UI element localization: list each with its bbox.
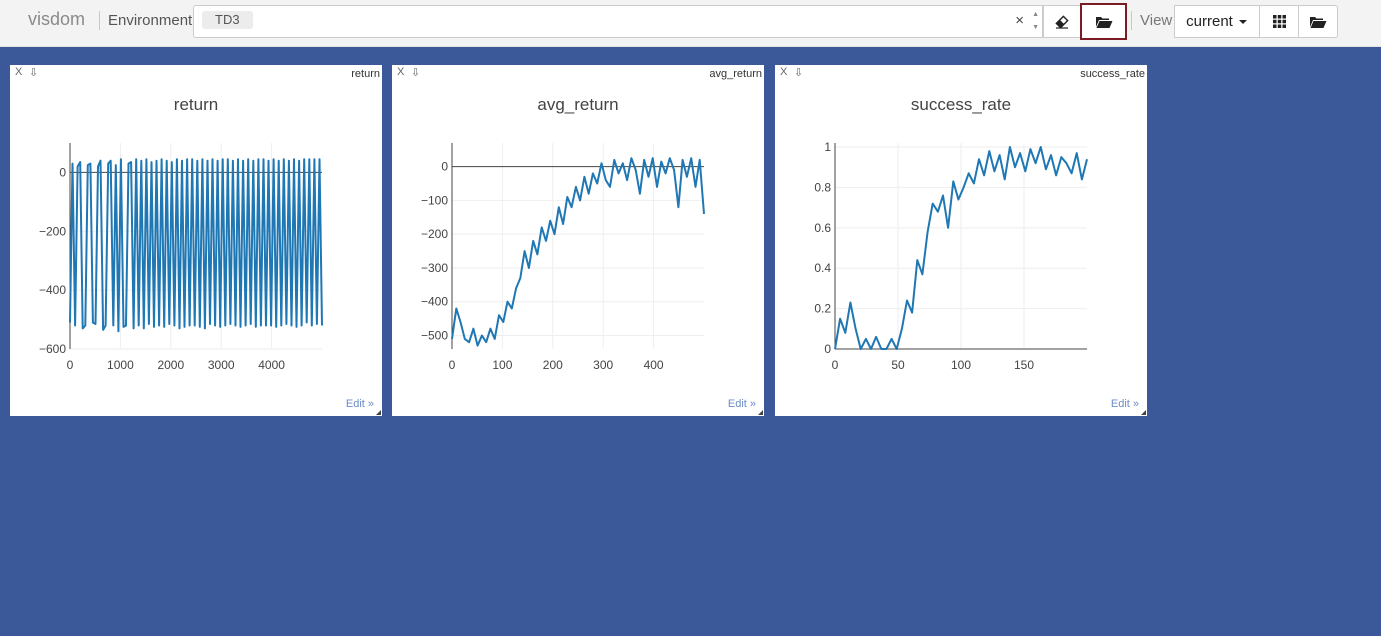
line-chart[interactable]: success_rate 0 50 100 150 0 0.2 0.4 0.6 0.8 1 (775, 65, 1147, 416)
folder-open-icon (1310, 16, 1327, 28)
environment-tag[interactable]: TD3 (202, 11, 253, 29)
x-tick-label: 200 (543, 358, 563, 372)
line-chart[interactable]: avg_return 0 100 200 300 400 0 −100 −200 −300 −40… (392, 65, 764, 416)
y-tick-label: 0 (441, 160, 448, 174)
plot-pane[interactable]: X ⇩ success_rate success_rate 0 50 100 150 0… (775, 65, 1147, 416)
window-name: return (351, 68, 380, 80)
close-icon[interactable]: X (780, 66, 788, 78)
y-tick-label: −200 (39, 224, 66, 238)
resize-handle[interactable] (758, 410, 763, 415)
x-tick-label: 3000 (208, 358, 235, 372)
close-icon[interactable]: X (15, 66, 23, 78)
x-tick-label: 0 (449, 358, 456, 372)
download-icon[interactable]: ⇩ (29, 67, 39, 79)
repack-layout-button[interactable] (1259, 5, 1299, 38)
x-tick-label: 0 (67, 358, 74, 372)
view-select-button[interactable]: current (1174, 5, 1260, 38)
y-tick-label: 0.8 (814, 180, 831, 194)
resize-handle[interactable] (1141, 410, 1146, 415)
environment-select[interactable]: TD3 × ▲ ▼ (193, 5, 1043, 38)
manage-views-button[interactable] (1298, 5, 1338, 38)
chart-title: return (174, 95, 218, 114)
y-tick-label: −400 (39, 283, 66, 297)
series-line (69, 158, 323, 333)
view-selected-label: current (1186, 13, 1233, 30)
edit-link[interactable]: Edit » (345, 398, 374, 410)
y-tick-label: 1 (824, 140, 831, 154)
y-tick-label: −100 (421, 193, 448, 207)
y-tick-label: −600 (39, 342, 66, 356)
clear-environment-button[interactable] (1043, 5, 1081, 38)
download-icon[interactable]: ⇩ (411, 67, 421, 79)
x-tick-label: 50 (891, 358, 905, 372)
close-icon[interactable]: X (397, 66, 405, 78)
chart-title: avg_return (537, 95, 618, 114)
chart-title: success_rate (911, 95, 1011, 114)
x-tick-label: 2000 (157, 358, 184, 372)
plot-pane[interactable]: X ⇩ avg_return avg_return 0 100 200 300 400 0… (392, 65, 764, 416)
resize-handle[interactable] (376, 410, 381, 415)
environment-label: Environment (108, 12, 193, 29)
grid-icon (1272, 15, 1286, 28)
top-toolbar: visdom Environment TD3 × ▲ ▼ View current (0, 0, 1381, 47)
eraser-icon (1055, 14, 1069, 29)
x-tick-label: 300 (593, 358, 613, 372)
window-name: avg_return (709, 68, 762, 80)
download-icon[interactable]: ⇩ (794, 67, 804, 79)
edit-link[interactable]: Edit » (727, 398, 756, 410)
series-line (834, 146, 1088, 350)
y-tick-label: 0.2 (814, 302, 831, 316)
x-tick-label: 100 (492, 358, 512, 372)
x-tick-label: 0 (832, 358, 839, 372)
divider (1131, 11, 1132, 30)
spinner-arrows-icon[interactable]: ▲ ▼ (1032, 11, 1039, 31)
caret-down-icon (1238, 19, 1247, 24)
x-tick-label: 400 (644, 358, 664, 372)
y-tick-label: 0.4 (814, 261, 831, 275)
y-tick-label: 0 (59, 165, 66, 179)
folder-open-icon (1095, 16, 1112, 28)
y-tick-label: −300 (421, 261, 448, 275)
y-tick-label: −400 (421, 295, 448, 309)
app-brand[interactable]: visdom (28, 9, 86, 29)
x-tick-label: 100 (951, 358, 971, 372)
window-name: success_rate (1080, 68, 1145, 80)
y-tick-label: −200 (421, 227, 448, 241)
y-tick-label: −500 (421, 328, 448, 342)
plot-pane[interactable]: X ⇩ return return 0 1000 2000 3000 4000 0 −200… (10, 65, 382, 416)
y-tick-label: 0.6 (814, 221, 831, 235)
x-tick-label: 1000 (107, 358, 134, 372)
clear-icon[interactable]: × (1015, 12, 1024, 29)
divider (99, 11, 100, 30)
manage-environments-button[interactable] (1080, 3, 1127, 40)
y-tick-label: 0 (824, 342, 831, 356)
view-label: View (1140, 12, 1173, 29)
series-line (451, 157, 705, 347)
x-tick-label: 150 (1014, 358, 1034, 372)
line-chart[interactable]: return 0 1000 2000 3000 4000 0 −200 −400 −600 (10, 65, 382, 416)
edit-link[interactable]: Edit » (1110, 398, 1139, 410)
x-tick-label: 4000 (258, 358, 285, 372)
